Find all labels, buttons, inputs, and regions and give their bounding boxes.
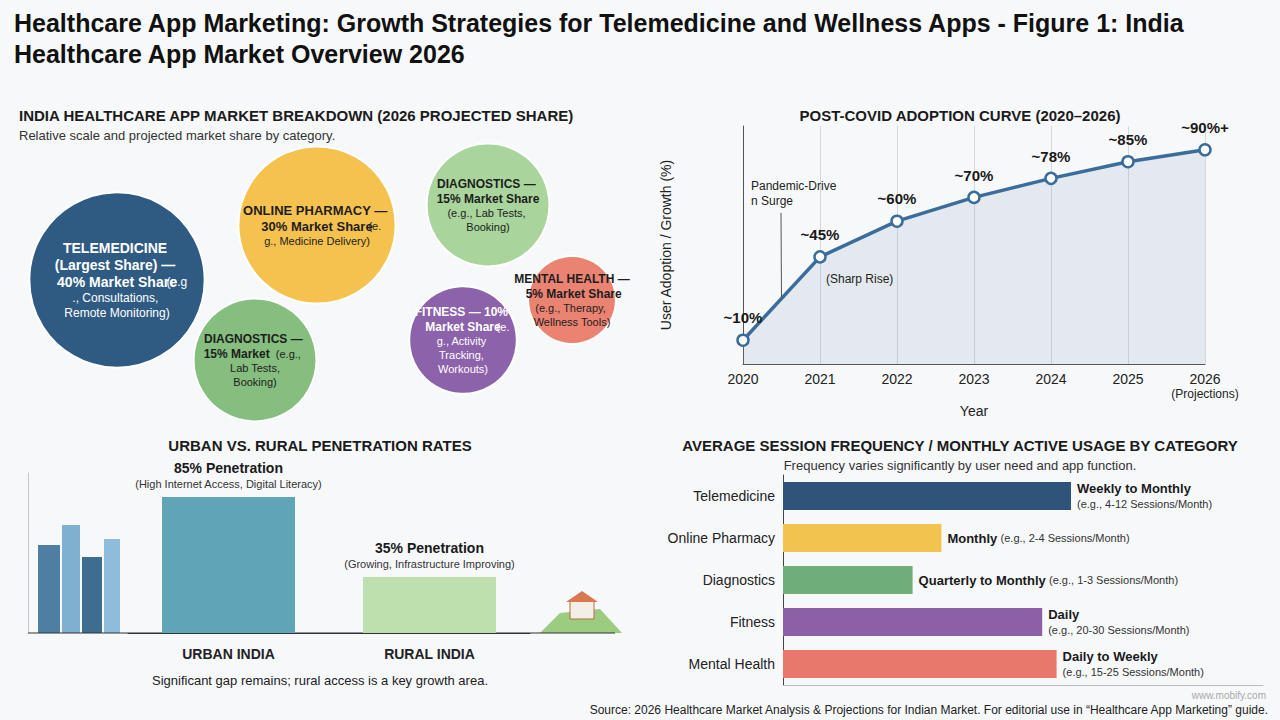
- svg-text:2020: 2020: [727, 371, 758, 387]
- svg-text:(Projections): (Projections): [1171, 387, 1238, 401]
- svg-text:g., Medicine Delivery): g., Medicine Delivery): [264, 235, 370, 247]
- svg-text:Lab Tests,: Lab Tests,: [227, 362, 283, 374]
- svg-text:INDIA HEALTHCARE APP MARKET BR: INDIA HEALTHCARE APP MARKET BREAKDOWN (2…: [19, 107, 573, 124]
- svg-text:15% Market: 15% Market: [204, 347, 270, 361]
- svg-text:n Surge: n Surge: [751, 194, 793, 208]
- svg-text:2023: 2023: [958, 371, 989, 387]
- svg-text:35% Penetration: 35% Penetration: [375, 540, 484, 556]
- svg-text:TELEMEDICINE: TELEMEDICINE: [63, 240, 171, 256]
- svg-text:2026: 2026: [1189, 371, 1220, 387]
- svg-text:2021: 2021: [804, 371, 835, 387]
- svg-text:Tracking,: Tracking,: [439, 349, 487, 361]
- svg-text:~60%: ~60%: [878, 190, 917, 207]
- svg-text:(Largest Share) —: (Largest Share) —: [55, 257, 179, 273]
- svg-text:POST-COVID ADOPTION CURVE (202: POST-COVID ADOPTION CURVE (2020–2026): [800, 107, 1121, 124]
- svg-text:30% Market Share: 30% Market Share: [261, 219, 372, 234]
- svg-text:(e.: (e.: [368, 220, 381, 232]
- svg-text:User Adoption / Growth (%): User Adoption / Growth (%): [658, 160, 674, 330]
- svg-text:~70%: ~70%: [955, 167, 994, 184]
- svg-text:Weekly to Monthly: Weekly to Monthly: [1077, 481, 1192, 496]
- svg-text:Wellness Tools): Wellness Tools): [534, 316, 611, 328]
- svg-text:Daily to Weekly: Daily to Weekly: [1063, 649, 1159, 664]
- svg-text:Booking): Booking): [466, 221, 509, 233]
- svg-text:(e.g.,: (e.g.,: [276, 348, 301, 360]
- svg-text:(e.g., 2-4 Sessions/Month): (e.g., 2-4 Sessions/Month): [1001, 532, 1130, 544]
- html-text:www.mobify.com: www.mobify.com: [1191, 690, 1266, 701]
- svg-text:Monthly: Monthly: [947, 531, 998, 546]
- svg-text:(High Internet Access, Digital: (High Internet Access, Digital Literacy): [135, 478, 321, 490]
- svg-text:(e.g., 15-25 Sessions/Month): (e.g., 15-25 Sessions/Month): [1063, 666, 1204, 678]
- svg-text:Telemedicine: Telemedicine: [693, 488, 775, 504]
- svg-text:DIAGNOSTICS —: DIAGNOSTICS —: [204, 332, 306, 346]
- svg-text:Significant gap remains; rural: Significant gap remains; rural access is…: [152, 673, 488, 688]
- svg-text:(e.g., Lab Tests,: (e.g., Lab Tests,: [447, 207, 528, 219]
- svg-text:(Growing, Infrastructure Impro: (Growing, Infrastructure Improving): [344, 558, 515, 570]
- svg-text:RURAL INDIA: RURAL INDIA: [384, 646, 475, 662]
- svg-text:Online Pharmacy: Online Pharmacy: [668, 530, 775, 546]
- svg-text:(e.g., 4-12 Sessions/Month): (e.g., 4-12 Sessions/Month): [1077, 498, 1212, 510]
- svg-text:2024: 2024: [1035, 371, 1066, 387]
- svg-text:~90%+: ~90%+: [1181, 119, 1229, 136]
- svg-text:DIAGNOSTICS —: DIAGNOSTICS —: [437, 177, 539, 191]
- svg-text:(e.g., Therapy,: (e.g., Therapy,: [535, 302, 609, 314]
- svg-text:Relative scale and projected m: Relative scale and projected market shar…: [19, 128, 335, 143]
- svg-text:ONLINE PHARMACY —: ONLINE PHARMACY —: [243, 203, 391, 218]
- svg-text:Daily: Daily: [1048, 607, 1080, 622]
- svg-text:Market Share: Market Share: [425, 320, 501, 334]
- svg-text:(e.g., 20-30 Sessions/Month): (e.g., 20-30 Sessions/Month): [1048, 624, 1189, 636]
- svg-text:5% Market Share: 5% Market Share: [522, 287, 622, 301]
- svg-text:(e.: (e.: [497, 321, 510, 333]
- svg-text:MENTAL HEALTH —: MENTAL HEALTH —: [514, 272, 629, 286]
- svg-text:(Sharp Rise): (Sharp Rise): [826, 272, 893, 286]
- svg-text:(e.g., 1-3 Sessions/Month): (e.g., 1-3 Sessions/Month): [1049, 574, 1178, 586]
- html-text:Source: 2026 Healthcare Market: Source: 2026 Healthcare Market Analysis …: [589, 703, 1268, 717]
- svg-text:Pandemic-Drive: Pandemic-Drive: [751, 179, 837, 193]
- svg-text:2025: 2025: [1112, 371, 1143, 387]
- svg-text:15% Market Share: 15% Market Share: [437, 192, 540, 206]
- svg-text:URBAN INDIA: URBAN INDIA: [182, 646, 275, 662]
- svg-text:Frequency varies significantly: Frequency varies significantly by user n…: [784, 458, 1137, 473]
- svg-text:AVERAGE SESSION FREQUENCY / MO: AVERAGE SESSION FREQUENCY / MONTHLY ACTI…: [682, 437, 1237, 454]
- svg-text:Mental Health: Mental Health: [689, 656, 775, 672]
- svg-text:Fitness: Fitness: [730, 614, 775, 630]
- svg-text:~85%: ~85%: [1109, 131, 1148, 148]
- svg-text:Workouts): Workouts): [438, 363, 488, 375]
- svg-text:., Consultations,: ., Consultations,: [72, 291, 161, 305]
- svg-text:Booking): Booking): [233, 376, 276, 388]
- svg-text:85% Penetration: 85% Penetration: [174, 460, 283, 476]
- svg-text:g., Activity: g., Activity: [437, 335, 490, 347]
- svg-text:~45%: ~45%: [801, 226, 840, 243]
- svg-text:2022: 2022: [881, 371, 912, 387]
- svg-text:URBAN VS. RURAL PENETRATION RA: URBAN VS. RURAL PENETRATION RATES: [168, 437, 471, 454]
- html-text:Healthcare App Marketing: Grow: Healthcare App Marketing: Growth Strateg…: [14, 9, 1184, 68]
- svg-text:~78%: ~78%: [1032, 148, 1071, 165]
- svg-text:FITNESS — 10%: FITNESS — 10%: [415, 305, 512, 319]
- svg-text:Remote Monitoring): Remote Monitoring): [64, 306, 169, 320]
- svg-text:Diagnostics: Diagnostics: [703, 572, 775, 588]
- svg-text:(e.g: (e.g: [167, 275, 188, 289]
- svg-text:Quarterly to Monthly: Quarterly to Monthly: [919, 573, 1047, 588]
- svg-text:~10%: ~10%: [724, 309, 763, 326]
- svg-text:40% Market Share: 40% Market Share: [57, 274, 177, 290]
- svg-text:Year: Year: [960, 403, 989, 419]
